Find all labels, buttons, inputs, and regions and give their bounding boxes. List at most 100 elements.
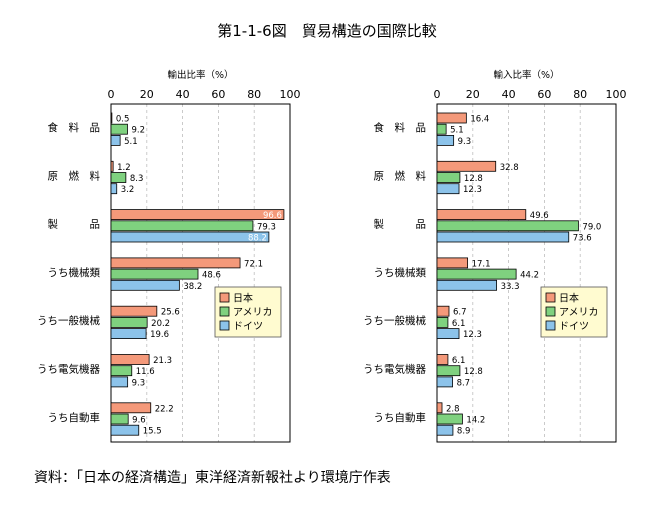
category-label: 食 料 品 bbox=[48, 121, 101, 134]
category-label: うち一般機械 bbox=[37, 314, 100, 327]
bar-usa bbox=[110, 316, 148, 328]
bar-japan bbox=[436, 257, 469, 269]
legend-label-usa: アメリカ bbox=[559, 307, 599, 319]
category-label: うち電気機器 bbox=[37, 363, 100, 376]
bar-japan bbox=[110, 112, 113, 124]
tick-label: 80 bbox=[573, 88, 587, 101]
data-label: 12.8 bbox=[464, 174, 483, 184]
category-label: うち自動車 bbox=[374, 411, 427, 424]
bar-japan bbox=[110, 209, 285, 221]
bar-japan bbox=[110, 354, 150, 365]
data-label: 11.6 bbox=[136, 367, 155, 377]
data-label: 73.6 bbox=[573, 234, 592, 244]
legend-swatch-japan bbox=[545, 292, 556, 303]
bar-usa bbox=[110, 123, 128, 135]
source-note: 資料：「日本の経済構造」東洋経済新報社より環境庁作表 bbox=[34, 470, 391, 486]
legend-swatch-japan bbox=[219, 292, 230, 303]
category-label: うち機械類 bbox=[374, 266, 427, 279]
tick-label: 100 bbox=[606, 88, 627, 101]
category-label: うち電気機器 bbox=[363, 363, 426, 376]
legend-label-germany: ドイツ bbox=[233, 322, 263, 333]
bar-germany bbox=[110, 424, 140, 436]
tick-label: 100 bbox=[280, 88, 301, 101]
bar-usa bbox=[436, 316, 449, 328]
data-label: 25.6 bbox=[161, 308, 180, 318]
bar-usa bbox=[436, 123, 447, 135]
bar-japan bbox=[110, 257, 241, 269]
data-label: 3.2 bbox=[121, 185, 135, 195]
bar-usa bbox=[110, 413, 129, 425]
category-label: 製 品 bbox=[374, 218, 427, 231]
data-label: 9.3 bbox=[132, 378, 146, 388]
bar-germany bbox=[436, 183, 460, 195]
data-label: 17.1 bbox=[472, 259, 491, 269]
chart-panel-2: 輸入比率（%） 0 20 40 60 80 100 食 料 品 16.4 5.19.3 原 燃 料 3… bbox=[363, 69, 627, 443]
bar-usa bbox=[436, 220, 579, 232]
bar-usa bbox=[436, 413, 463, 425]
bar-japan bbox=[436, 305, 450, 317]
tick-label: 0 bbox=[108, 88, 115, 101]
data-label: 48.6 bbox=[202, 271, 221, 281]
bar-germany bbox=[110, 376, 129, 388]
data-label: 72.1 bbox=[244, 259, 263, 269]
category-label: 製 品 bbox=[48, 218, 101, 231]
bar-usa bbox=[110, 268, 199, 280]
bar-japan bbox=[110, 402, 152, 414]
bar-usa bbox=[110, 172, 127, 183]
data-label: 12.3 bbox=[463, 330, 482, 340]
data-label: 12.3 bbox=[463, 185, 482, 195]
legend-label-usa: アメリカ bbox=[233, 307, 273, 319]
legend-swatch-germany bbox=[545, 320, 556, 331]
category-label: 原 燃 料 bbox=[374, 169, 427, 182]
data-label: 38.2 bbox=[183, 282, 202, 292]
data-label: 96.6 bbox=[263, 211, 282, 221]
bar-germany bbox=[436, 279, 498, 291]
data-label: 9.2 bbox=[131, 126, 145, 136]
legend-label-japan: 日本 bbox=[233, 292, 253, 305]
legend-swatch-usa bbox=[219, 306, 230, 317]
bar-germany bbox=[436, 231, 570, 243]
bar-japan bbox=[436, 209, 527, 221]
bar-germany bbox=[110, 279, 180, 291]
data-label: 33.3 bbox=[501, 282, 520, 292]
bar-usa bbox=[436, 365, 461, 377]
legend-swatch-germany bbox=[219, 320, 230, 331]
tick-label: 20 bbox=[466, 88, 480, 101]
data-label: 9.6 bbox=[132, 416, 146, 426]
data-label: 79.3 bbox=[257, 222, 276, 232]
data-label: 21.3 bbox=[153, 356, 172, 366]
data-label: 8.7 bbox=[457, 378, 471, 388]
data-label: 49.6 bbox=[530, 211, 549, 221]
bar-usa bbox=[436, 172, 461, 183]
category-label: うち機械類 bbox=[48, 266, 101, 279]
bar-germany bbox=[110, 231, 270, 243]
legend-swatch-usa bbox=[545, 306, 556, 317]
data-label: 5.1 bbox=[450, 126, 464, 136]
bar-usa bbox=[436, 268, 517, 280]
data-label: 8.9 bbox=[457, 427, 471, 437]
legend-label-germany: ドイツ bbox=[559, 322, 589, 333]
data-label: 16.4 bbox=[470, 115, 489, 125]
legend-label-japan: 日本 bbox=[559, 292, 579, 305]
tick-label: 40 bbox=[502, 88, 516, 101]
data-label: 2.8 bbox=[446, 404, 460, 414]
chart-panel-1: 輸出比率（%） 0 20 40 60 80 100 食 料 品 0.59.25.1 原 燃 料 1.… bbox=[37, 69, 301, 443]
data-label: 20.2 bbox=[151, 319, 170, 329]
bar-germany bbox=[110, 328, 147, 340]
bar-japan bbox=[436, 402, 443, 414]
tick-label: 80 bbox=[247, 88, 261, 101]
bar-japan bbox=[436, 160, 497, 172]
data-label: 44.2 bbox=[520, 271, 539, 281]
data-label: 19.6 bbox=[150, 330, 169, 340]
data-label: 0.5 bbox=[116, 115, 130, 125]
tick-label: 60 bbox=[211, 88, 225, 101]
data-label: 6.1 bbox=[452, 319, 466, 329]
data-label: 5.1 bbox=[124, 137, 138, 147]
bar-usa bbox=[110, 220, 254, 232]
data-label: 79.0 bbox=[582, 222, 601, 232]
tick-label: 60 bbox=[537, 88, 551, 101]
data-label: 88.2 bbox=[248, 234, 267, 244]
